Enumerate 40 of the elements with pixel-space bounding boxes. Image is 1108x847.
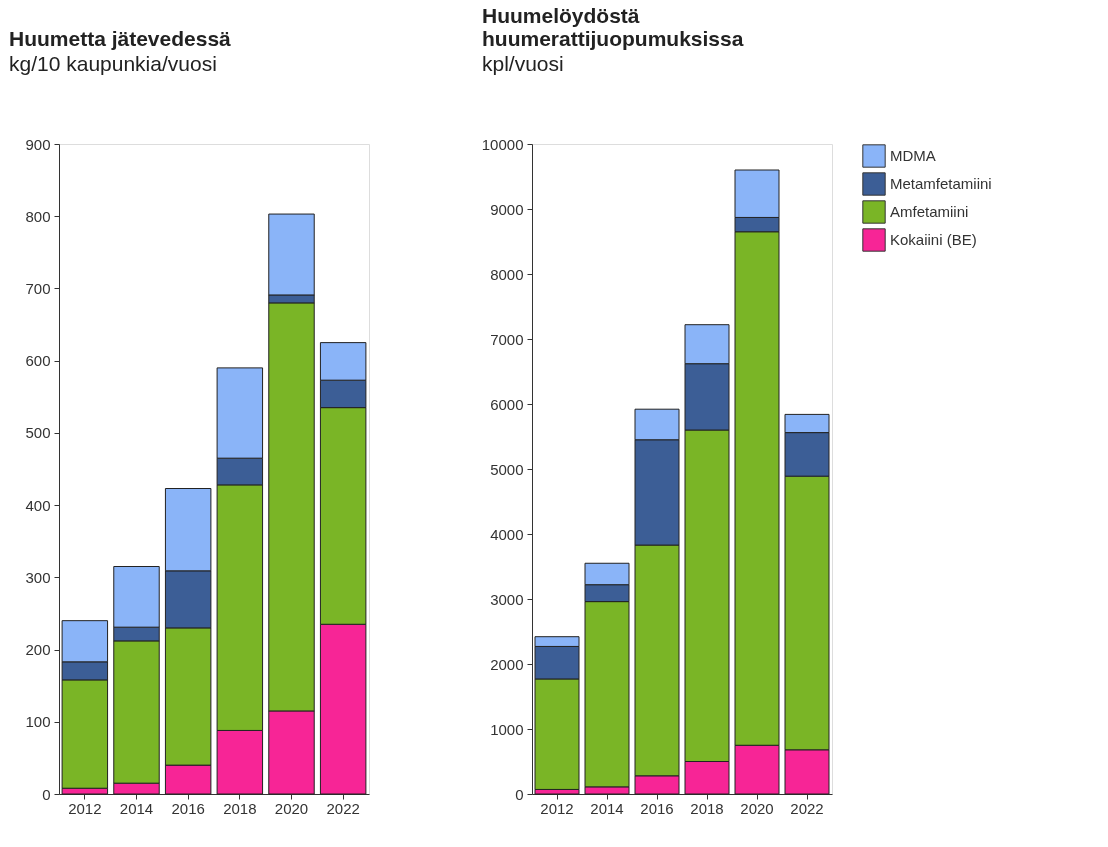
y-tick-label: 500	[25, 424, 51, 442]
y-tick-label: 100	[25, 713, 51, 731]
y-tick-label: 3000	[490, 590, 524, 608]
y-tick-label: 9000	[490, 200, 524, 218]
y-tick-label: 1000	[490, 720, 524, 738]
x-tick-label: 2018	[223, 799, 257, 817]
chart-subtitle: kpl/vuosi	[482, 52, 564, 75]
x-tick-label: 2016	[171, 799, 205, 817]
y-tick-label: 0	[515, 785, 524, 803]
x-tick-label: 2012	[540, 799, 574, 817]
x-tick-label: 2020	[274, 799, 309, 817]
x-tick-label: 2016	[640, 799, 674, 817]
y-tick-label: 5000	[490, 460, 524, 478]
y-tick-label: 700	[25, 279, 51, 297]
y-tick-label: 900	[25, 135, 51, 153]
legend-label: Amfetamiini	[890, 203, 969, 220]
y-tick-label: 0	[42, 785, 51, 803]
chart-subtitle: kg/10 kaupunkia/vuosi	[9, 52, 217, 75]
x-tick-label: 2012	[68, 799, 102, 817]
x-tick-label: 2022	[790, 799, 824, 817]
x-tick-label: 2014	[590, 799, 624, 817]
y-tick-label: 7000	[490, 330, 524, 348]
legend-label: Metamfetamiini	[890, 175, 992, 192]
x-tick-label: 2014	[119, 799, 154, 817]
y-tick-label: 400	[25, 496, 51, 514]
x-tick-label: 2018	[690, 799, 724, 817]
legend-label: MDMA	[890, 147, 936, 164]
legend-label: Kokaiini (BE)	[890, 231, 977, 248]
y-tick-label: 8000	[490, 265, 524, 283]
y-tick-label: 4000	[490, 525, 524, 543]
y-tick-label: 6000	[490, 395, 524, 413]
y-tick-label: 10000	[481, 135, 524, 153]
y-tick-label: 800	[25, 207, 51, 225]
chart-title: Huumetta jätevedessä	[9, 27, 232, 50]
y-tick-label: 2000	[490, 655, 524, 673]
y-tick-label: 300	[25, 568, 51, 586]
y-tick-label: 600	[25, 352, 51, 370]
x-tick-label: 2022	[326, 799, 360, 817]
x-tick-label: 2020	[740, 799, 774, 817]
y-tick-label: 200	[25, 641, 51, 659]
